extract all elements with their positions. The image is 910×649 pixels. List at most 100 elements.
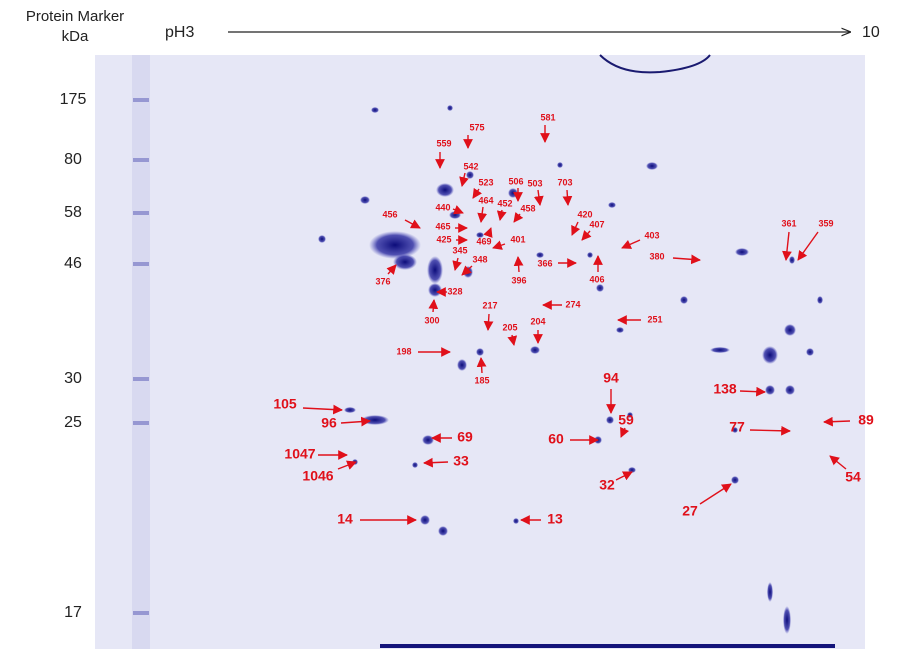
spot [557, 162, 563, 168]
marker-band [133, 262, 149, 266]
spot-label: 703 [557, 177, 572, 187]
marker-lane [132, 55, 150, 649]
spot [606, 416, 614, 424]
spot-label: 198 [396, 346, 411, 356]
spot-arrow [567, 190, 568, 205]
spot-label: 440 [435, 202, 450, 212]
spot-label: 1047 [284, 446, 315, 462]
spot [762, 346, 778, 364]
spot-label: 506 [508, 176, 523, 186]
spot-label: 542 [463, 161, 478, 171]
spot [735, 248, 749, 256]
marker-label: 58 [64, 204, 82, 221]
spot-label: 456 [382, 209, 397, 219]
spot-label: 403 [644, 230, 659, 240]
spot-label: 251 [647, 314, 662, 324]
spot [457, 359, 467, 371]
marker-label: 46 [64, 255, 82, 272]
spot-label: 469 [476, 236, 491, 246]
marker-label: 80 [64, 151, 82, 168]
spot [587, 252, 593, 258]
spot-label: 328 [447, 286, 462, 296]
marker-band [133, 611, 149, 615]
spot-label: 205 [502, 322, 517, 332]
spot [765, 385, 775, 395]
spot-label: 204 [530, 316, 545, 326]
spot-arrow [433, 300, 434, 312]
marker-label: 25 [64, 414, 82, 431]
spot [361, 415, 389, 425]
spot [476, 348, 484, 356]
spot-label: 105 [273, 396, 297, 412]
spot-label: 69 [457, 429, 473, 445]
spot-label: 138 [713, 381, 737, 397]
spot [785, 385, 795, 395]
spot-label: 361 [781, 218, 796, 228]
spot [806, 348, 814, 356]
spot [344, 407, 356, 413]
spot-label: 300 [424, 315, 439, 325]
ph-end: 10 [862, 24, 880, 41]
marker-unit: kDa [62, 28, 89, 45]
marker-band [133, 211, 149, 215]
spot-label: 33 [453, 453, 469, 469]
spot-label: 458 [520, 203, 535, 213]
spot-label: 359 [818, 218, 833, 228]
spot-label: 27 [682, 503, 698, 519]
spot [536, 252, 544, 258]
spot-label: 407 [589, 219, 604, 229]
spot-label: 420 [577, 209, 592, 219]
spot [530, 346, 540, 354]
spot [767, 582, 773, 602]
marker-band [133, 158, 149, 162]
spot [420, 515, 430, 525]
spot-arrow [481, 358, 482, 373]
spot-label: 376 [375, 276, 390, 286]
spot-label: 465 [435, 221, 450, 231]
spot-label: 503 [527, 178, 542, 188]
spot [817, 296, 823, 304]
spot [427, 256, 443, 284]
spot-label: 60 [548, 431, 564, 447]
spot [508, 188, 518, 198]
spot-label: 185 [474, 375, 489, 385]
spot-label: 14 [337, 511, 353, 527]
spot-label: 94 [603, 370, 619, 386]
spot [466, 171, 474, 179]
spot [789, 256, 795, 264]
spot [680, 296, 688, 304]
spot-label: 523 [478, 177, 493, 187]
marker-band [133, 421, 149, 425]
spot-label: 13 [547, 511, 563, 527]
spot-arrow [518, 257, 519, 272]
spot-label: 54 [845, 469, 861, 485]
spot-label: 401 [510, 234, 525, 244]
spot [412, 462, 418, 468]
marker-label: 175 [60, 91, 87, 108]
spot-label: 1046 [302, 468, 333, 484]
spot-arrow [740, 391, 765, 392]
spot-arrow [488, 314, 489, 330]
marker-title: Protein Marker [26, 8, 124, 25]
spot-label: 274 [565, 299, 580, 309]
gel-figure: Protein Marker kDa pH3 10 57558155954252… [0, 0, 910, 649]
marker-band [133, 98, 149, 102]
spot [783, 606, 791, 634]
spot [731, 476, 739, 484]
spot-label: 345 [452, 245, 467, 255]
spot-label: 380 [649, 251, 664, 261]
spot-label: 581 [540, 112, 555, 122]
spot [318, 235, 326, 243]
spot-label: 77 [729, 419, 745, 435]
spot-label: 32 [599, 477, 615, 493]
spot-arrow [424, 462, 448, 463]
spot-label: 348 [472, 254, 487, 264]
marker-label: 30 [64, 370, 82, 387]
spot [596, 284, 604, 292]
spot-label: 406 [589, 274, 604, 284]
spot-label: 464 [478, 195, 493, 205]
spot-label: 59 [618, 412, 634, 428]
spot-arrow [824, 421, 850, 422]
spot-label: 89 [858, 412, 874, 428]
spot [369, 231, 421, 259]
